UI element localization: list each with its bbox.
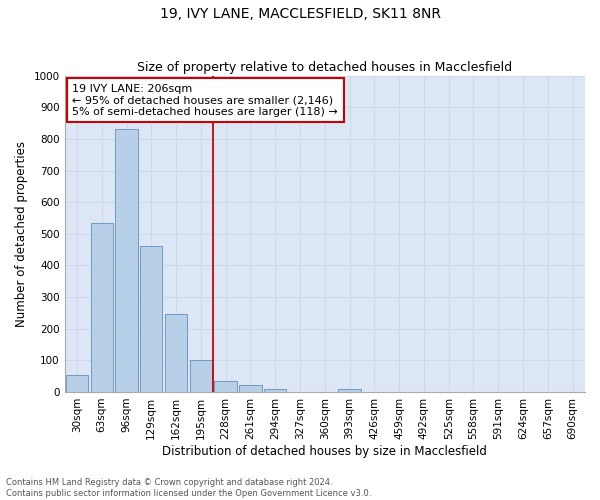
Text: Contains HM Land Registry data © Crown copyright and database right 2024.
Contai: Contains HM Land Registry data © Crown c… <box>6 478 371 498</box>
Y-axis label: Number of detached properties: Number of detached properties <box>15 141 28 327</box>
Bar <box>66 374 88 392</box>
Text: 19, IVY LANE, MACCLESFIELD, SK11 8NR: 19, IVY LANE, MACCLESFIELD, SK11 8NR <box>160 8 440 22</box>
X-axis label: Distribution of detached houses by size in Macclesfield: Distribution of detached houses by size … <box>163 444 487 458</box>
Bar <box>190 360 212 392</box>
Text: 19 IVY LANE: 206sqm
← 95% of detached houses are smaller (2,146)
5% of semi-deta: 19 IVY LANE: 206sqm ← 95% of detached ho… <box>73 84 338 117</box>
Bar <box>140 246 163 392</box>
Bar <box>214 381 237 392</box>
Bar <box>338 389 361 392</box>
Bar <box>239 384 262 392</box>
Bar <box>115 130 137 392</box>
Bar <box>264 389 286 392</box>
Bar <box>91 222 113 392</box>
Title: Size of property relative to detached houses in Macclesfield: Size of property relative to detached ho… <box>137 62 512 74</box>
Bar <box>165 314 187 392</box>
